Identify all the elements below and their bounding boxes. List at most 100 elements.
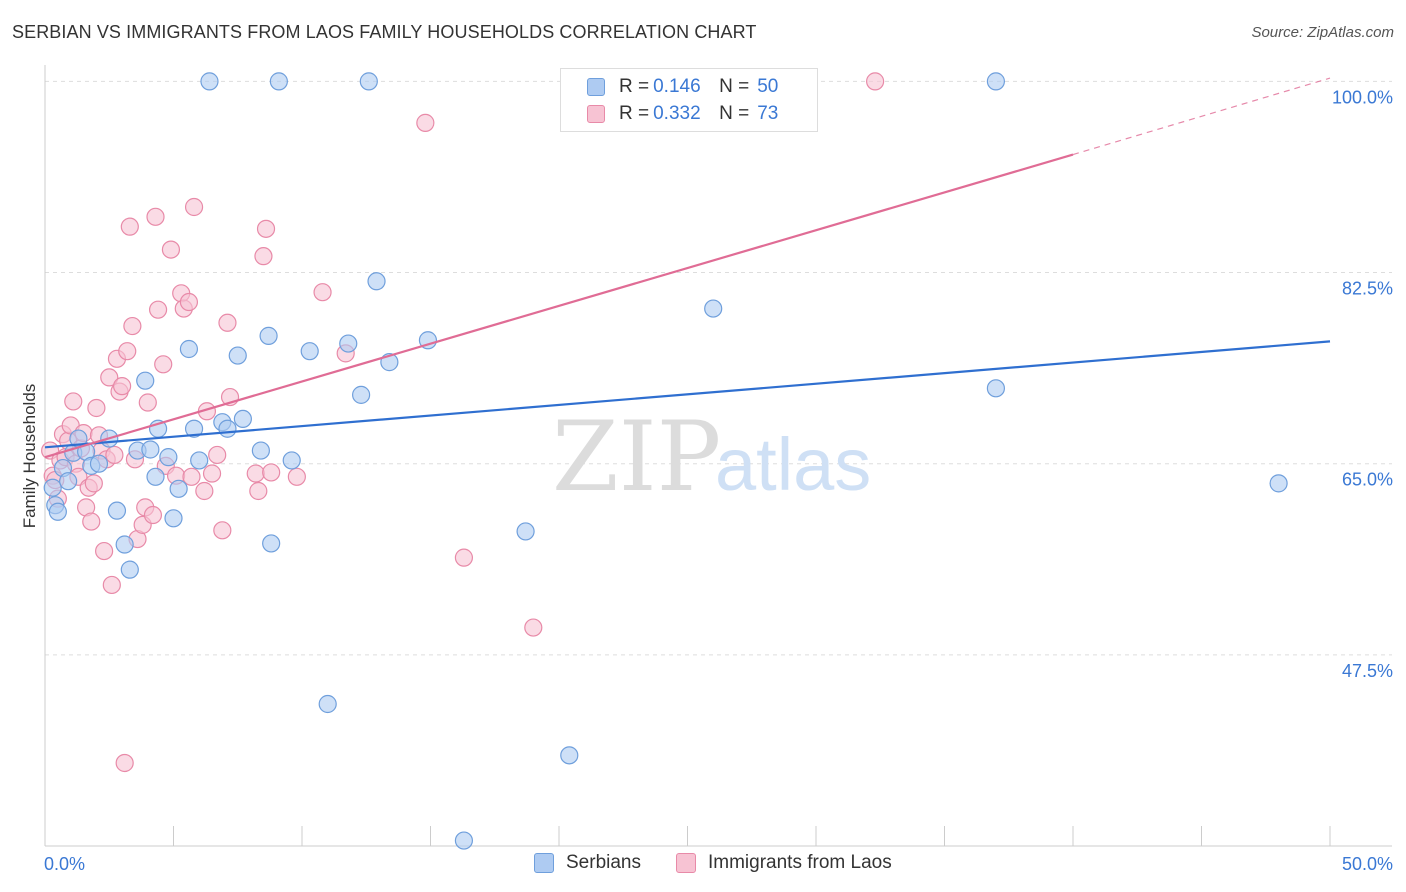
serbian-points — [43, 72, 1288, 850]
serbian-point — [48, 502, 67, 521]
watermark: ZIP atlas — [552, 401, 871, 513]
laos-point — [84, 474, 103, 493]
watermark-zip: ZIP — [552, 401, 721, 513]
serbian-point — [704, 299, 723, 318]
laos-point — [118, 342, 137, 361]
serbian-point — [359, 72, 378, 91]
laos-point — [184, 197, 204, 217]
serbian-point — [300, 342, 319, 361]
serbian-point — [200, 72, 219, 91]
serbian-point — [164, 509, 183, 528]
laos-point — [102, 575, 121, 595]
serbian-point — [190, 451, 209, 470]
trend-lines — [44, 77, 1331, 459]
serbian-point — [159, 448, 178, 467]
laos-point — [161, 240, 181, 259]
laos-point — [146, 207, 165, 226]
serbian-point — [454, 831, 474, 850]
series-legend: Serbians Immigrants from Laos — [0, 852, 1406, 878]
serbian-point — [169, 479, 188, 498]
serbian-point — [986, 72, 1006, 91]
serbian-point — [262, 534, 281, 553]
serbian-point — [269, 72, 288, 91]
laos-point — [143, 505, 163, 525]
r-label: R = — [619, 103, 650, 124]
serbians-legend-label: Serbians — [566, 852, 641, 873]
n-label: N = — [719, 76, 750, 97]
laos-point — [213, 521, 232, 540]
serbian-point — [1269, 474, 1288, 493]
laos-point — [254, 247, 273, 266]
r-label: R = — [619, 76, 650, 97]
laos-point — [82, 512, 101, 531]
y-tick-label: 65.0% — [1342, 470, 1393, 490]
r-value: 0.332 — [653, 103, 701, 124]
serbian-point — [59, 472, 78, 491]
serbian-point — [146, 467, 165, 486]
laos-legend-label: Immigrants from Laos — [708, 852, 892, 873]
laos-point — [218, 313, 237, 332]
legend-row-laos: R = 0.332 N = 73 — [587, 101, 778, 127]
n-value: 73 — [757, 103, 779, 124]
correlation-legend: R = 0.146 N = 50 R = 0.332 N = 73 — [560, 68, 818, 132]
serbian-point — [352, 385, 371, 404]
y-axis-label: Family Households — [20, 384, 39, 529]
axis-labels: 47.5% 65.0% 82.5% 100.0% 0.0% 50.0% — [44, 87, 1393, 874]
laos-point — [100, 368, 119, 387]
laos-point — [287, 467, 306, 486]
watermark-atlas: atlas — [715, 423, 871, 506]
serbian-point — [115, 535, 134, 554]
serbian-point — [218, 419, 237, 438]
laos-point — [195, 481, 214, 501]
serbian-point — [282, 451, 301, 470]
serbian-point — [233, 409, 252, 429]
laos-point — [256, 219, 276, 238]
laos-point — [148, 300, 168, 319]
laos-point — [182, 467, 201, 486]
y-tick-label: 100.0% — [1332, 87, 1393, 107]
laos-trend-line — [44, 153, 1074, 459]
laos-point — [249, 481, 268, 501]
legend-item-laos[interactable]: Immigrants from Laos — [676, 852, 892, 874]
serbian-point — [367, 272, 386, 291]
laos-point — [115, 753, 134, 773]
legend-row-serbians: R = 0.146 N = 50 — [587, 74, 778, 100]
r-value: 0.146 — [653, 76, 701, 97]
laos-point — [524, 618, 543, 637]
legend-item-serbians[interactable]: Serbians — [534, 852, 641, 874]
laos-legend-swatch — [676, 853, 696, 873]
serbian-point — [107, 501, 127, 520]
serbian-point — [184, 419, 204, 438]
laos-point — [95, 541, 114, 561]
grid-layer — [45, 80, 1392, 656]
serbian-point — [179, 339, 199, 359]
n-value: 50 — [757, 76, 779, 97]
serbian-point — [986, 379, 1006, 398]
serbian-point — [43, 478, 62, 497]
serbian-point — [141, 440, 160, 459]
x-tick-label-left: 0.0% — [44, 854, 85, 874]
serbian-point — [418, 331, 438, 350]
y-tick-label: 47.5% — [1342, 661, 1393, 681]
laos-trend-line-extension — [1072, 77, 1331, 156]
laos-point — [123, 316, 142, 336]
laos-point — [64, 392, 83, 411]
serbian-point — [339, 334, 358, 353]
serbian-point — [136, 371, 155, 390]
chart-title: SERBIAN VS IMMIGRANTS FROM LAOS FAMILY H… — [12, 22, 757, 42]
serbian-point — [89, 454, 109, 473]
laos-point — [454, 548, 474, 567]
n-label: N = — [719, 103, 750, 124]
laos-point — [154, 355, 173, 374]
laos-point — [313, 283, 332, 302]
serbian-point — [516, 522, 535, 541]
serbian-point — [120, 560, 139, 579]
serbian-point — [228, 346, 247, 365]
x-tick-label-right: 50.0% — [1342, 854, 1393, 874]
serbian-point — [560, 746, 579, 765]
source-label: Source: ZipAtlas.com — [1251, 24, 1394, 41]
serbian-point — [259, 326, 278, 345]
serbians-swatch — [587, 78, 605, 96]
laos-point — [208, 445, 227, 465]
